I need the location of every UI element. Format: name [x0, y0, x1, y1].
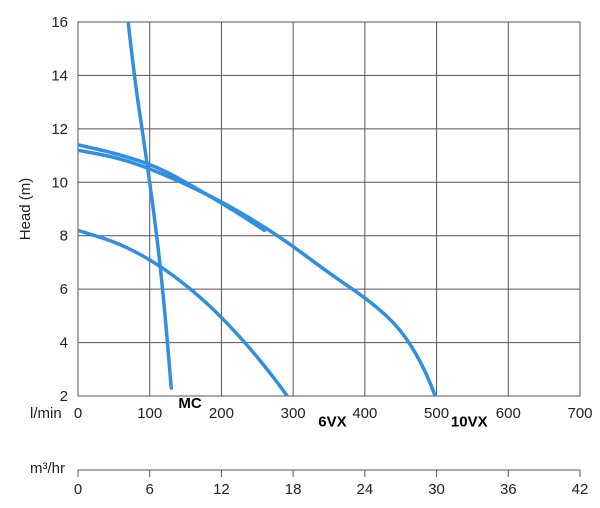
x-primary-tick: 300 — [281, 405, 306, 422]
y-tick: 6 — [60, 281, 68, 298]
x-secondary-tick: 0 — [74, 481, 82, 498]
x-primary-tick: 500 — [424, 405, 449, 422]
curve-6VX — [78, 230, 304, 422]
y-tick: 14 — [51, 67, 68, 84]
x-secondary-tick: 42 — [572, 481, 589, 498]
pump-curve-chart: 0100200300400500600700246810121416Head (… — [0, 0, 600, 508]
x-secondary-tick: 24 — [357, 481, 374, 498]
x-secondary-tick: 30 — [428, 481, 445, 498]
x-primary-tick: 100 — [137, 405, 162, 422]
x-primary-tick: 200 — [209, 405, 234, 422]
series-label-MC: MC — [178, 395, 201, 412]
x-secondary-tick: 36 — [500, 481, 517, 498]
x-secondary-tick: 18 — [285, 481, 302, 498]
y-tick: 4 — [60, 335, 68, 352]
y-tick: 2 — [60, 388, 68, 405]
y-axis-title: Head (m) — [17, 178, 34, 241]
series-label-6VX: 6VX — [318, 414, 346, 431]
curve-10VX — [78, 150, 444, 422]
x-secondary-tick: 6 — [146, 481, 154, 498]
x-primary-tick: 0 — [74, 405, 82, 422]
x-primary-unit: l/min — [30, 405, 62, 422]
series-label-10VX: 10VX — [451, 414, 488, 431]
curve-MC — [121, 0, 171, 388]
y-tick: 8 — [60, 228, 68, 245]
y-tick: 10 — [51, 174, 68, 191]
x-secondary-tick: 12 — [213, 481, 230, 498]
y-tick: 16 — [51, 14, 68, 31]
y-tick: 12 — [51, 121, 68, 138]
x-primary-tick: 700 — [567, 405, 592, 422]
x-secondary-unit: m³/hr — [30, 460, 65, 477]
x-primary-tick: 400 — [352, 405, 377, 422]
curve-upper_extra — [78, 145, 264, 230]
x-primary-tick: 600 — [496, 405, 521, 422]
